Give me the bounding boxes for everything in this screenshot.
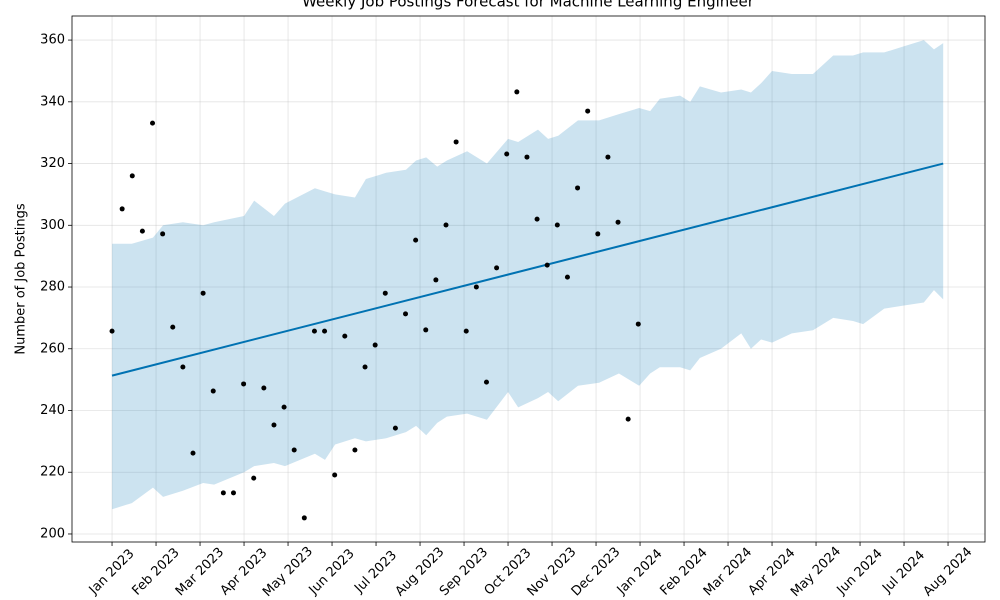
observed-point — [150, 120, 156, 126]
forecast-line — [111, 162, 944, 377]
observed-point — [210, 388, 216, 394]
x-tick-label: Mar 2023 — [173, 545, 227, 599]
x-tick-label: Aug 2024 — [921, 545, 976, 600]
y-tick-label: 360 — [40, 33, 65, 48]
observed-point — [362, 364, 368, 370]
observed-point — [311, 328, 317, 334]
x-tick-label: May 2023 — [260, 544, 316, 600]
observed-point — [413, 237, 419, 243]
observed-point — [129, 173, 135, 179]
observed-point — [453, 139, 459, 145]
y-tick-label: 240 — [40, 403, 65, 418]
observed-point — [433, 277, 439, 283]
observed-point — [170, 324, 176, 330]
observed-point — [615, 219, 621, 225]
x-tick-label: Mar 2024 — [701, 545, 755, 599]
y-tick-label: 320 — [40, 156, 65, 171]
observed-point — [190, 450, 196, 456]
observed-point — [382, 290, 388, 296]
uncertainty-band — [112, 40, 944, 510]
y-tick-label: 220 — [40, 465, 65, 480]
observed-point — [443, 222, 449, 228]
observed-point — [575, 185, 581, 191]
observed-point — [271, 422, 277, 428]
observed-point — [109, 328, 115, 334]
observed-point — [200, 290, 206, 296]
y-tick-label: 300 — [40, 218, 65, 233]
observed-point — [392, 425, 398, 431]
observed-point — [544, 262, 550, 268]
y-tick-label: 260 — [40, 341, 65, 356]
observed-point — [291, 447, 297, 453]
observed-point — [251, 475, 257, 481]
observed-point — [372, 342, 378, 348]
observed-point — [261, 385, 267, 391]
observed-point — [625, 416, 631, 422]
observed-point — [504, 151, 510, 157]
observed-point — [119, 206, 125, 212]
observed-point — [554, 222, 560, 228]
observed-point — [585, 108, 591, 114]
observed-point — [230, 490, 236, 496]
y-tick-label: 200 — [40, 526, 65, 541]
observed-point — [342, 333, 348, 339]
observed-point — [494, 265, 500, 271]
y-tick-label: 340 — [40, 94, 65, 109]
observed-point — [241, 381, 247, 387]
observed-point — [423, 327, 429, 333]
y-tick-label: 280 — [40, 280, 65, 295]
observed-point — [352, 447, 358, 453]
chart-title: Weekly Job Postings Forecast for Machine… — [302, 0, 755, 11]
observed-point — [281, 404, 287, 410]
x-tick-label: May 2024 — [788, 544, 844, 600]
x-tick-label: Jan 2023 — [86, 546, 138, 598]
observed-point — [403, 311, 409, 317]
observed-point — [534, 216, 540, 222]
observed-point — [473, 284, 479, 290]
observed-point — [635, 321, 641, 327]
observed-point — [180, 364, 186, 370]
y-axis-label: Number of Job Postings — [14, 203, 29, 354]
observed-point — [483, 379, 489, 385]
observed-point — [514, 89, 520, 95]
observed-point — [564, 274, 570, 280]
observed-point — [463, 328, 469, 334]
observed-point — [160, 231, 166, 237]
observed-point — [322, 328, 328, 334]
observed-point — [301, 515, 307, 521]
plot-frame — [71, 15, 986, 543]
observed-point — [220, 490, 226, 496]
observed-point — [595, 231, 601, 237]
observed-point — [139, 228, 145, 234]
observed-point — [524, 154, 530, 160]
observed-point — [605, 154, 611, 160]
observed-point — [332, 472, 338, 478]
